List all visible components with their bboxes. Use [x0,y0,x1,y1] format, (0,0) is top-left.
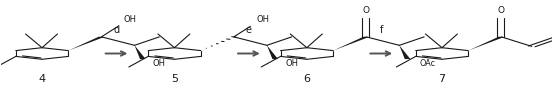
Polygon shape [399,45,410,59]
Text: O: O [498,6,505,15]
Text: f: f [379,25,383,35]
Text: d: d [113,25,119,35]
Text: 6: 6 [304,74,310,84]
Polygon shape [267,45,278,59]
Text: 7: 7 [439,74,446,84]
Text: e: e [246,25,252,35]
Text: 5: 5 [171,74,178,84]
Text: OH: OH [285,59,298,68]
Text: OH: OH [153,59,166,68]
Polygon shape [468,37,504,51]
Polygon shape [134,45,145,59]
Polygon shape [69,37,104,51]
Text: O: O [363,6,370,15]
Polygon shape [333,37,369,51]
Text: OH: OH [256,16,269,25]
Text: 4: 4 [39,74,46,84]
Text: OH: OH [124,16,137,25]
Text: OAc: OAc [420,59,436,68]
